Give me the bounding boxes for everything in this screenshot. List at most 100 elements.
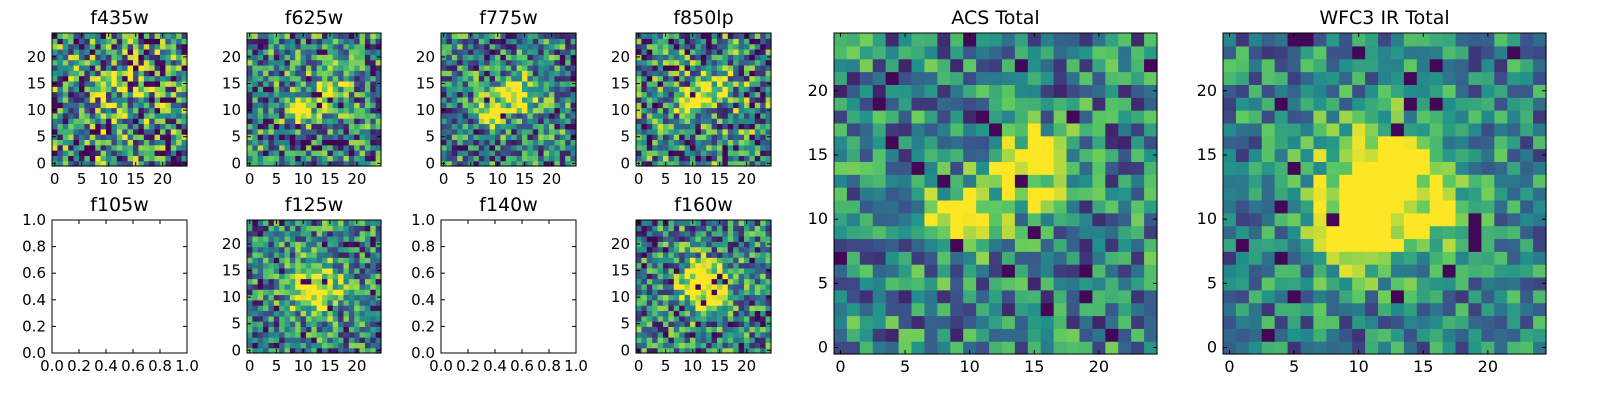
heatmap-cell [765, 70, 772, 77]
heatmap-cell [727, 342, 734, 349]
heatmap-cell [338, 262, 345, 269]
heatmap-cell [181, 144, 188, 151]
heatmap-cell [100, 128, 107, 135]
heatmap-cell [268, 241, 275, 248]
heatmap-cell [327, 337, 334, 343]
heatmap-cell [706, 347, 713, 354]
heatmap-cell [273, 273, 280, 280]
heatmap-cell [538, 123, 545, 130]
heatmap-cell [1144, 264, 1158, 278]
heatmap-cell [457, 64, 464, 71]
heatmap-cell [727, 230, 734, 237]
heatmap-cell [559, 139, 566, 146]
heatmap-cell [722, 283, 729, 290]
heatmap-cell [375, 123, 382, 130]
heatmap-cell [1079, 58, 1093, 73]
heatmap-cell [641, 80, 648, 87]
heatmap-cell [668, 294, 675, 301]
heatmap-cell [516, 139, 523, 146]
heatmap-cell [268, 139, 275, 146]
heatmap-cell [1144, 302, 1158, 317]
heatmap-cell [327, 257, 334, 264]
heatmap-cell [1442, 341, 1457, 355]
heatmap-cell [451, 155, 458, 162]
heatmap-cell [95, 86, 102, 93]
heatmap-cell [505, 70, 512, 77]
heatmap-cell [1001, 264, 1016, 278]
heatmap-cell [127, 33, 134, 39]
heatmap-cell [489, 112, 496, 119]
heatmap-cell [370, 230, 377, 237]
heatmap-cell [690, 305, 696, 312]
heatmap-cell [690, 294, 696, 301]
heatmap-cell [749, 75, 756, 82]
heatmap-cell [457, 112, 464, 119]
heatmap-cell [289, 150, 296, 156]
heatmap-cell [679, 91, 686, 98]
heatmap-cell [500, 48, 507, 55]
heatmap-cell [1339, 225, 1353, 240]
heatmap-cell [1131, 341, 1145, 355]
heatmap-cell [364, 59, 371, 66]
heatmap-cell [663, 139, 669, 146]
heatmap-cell [89, 70, 96, 77]
heatmap-cell [305, 257, 312, 264]
heatmap-cell [364, 278, 371, 285]
heatmap-cell [1066, 45, 1081, 60]
heatmap-cell [1442, 328, 1457, 342]
heatmap-cell [834, 264, 848, 278]
heatmap-cell [663, 321, 669, 327]
heatmap-cell [898, 212, 913, 227]
heatmap-cell [1455, 341, 1470, 355]
heatmap-cell [160, 59, 166, 66]
heatmap-cell [733, 96, 740, 103]
heatmap-cell [338, 38, 345, 45]
heatmap-cell [744, 241, 750, 248]
heatmap-cell [1079, 238, 1093, 252]
heatmap-cell [95, 118, 102, 125]
heatmap-cell [478, 160, 485, 167]
heatmap-cell [327, 278, 334, 285]
heatmap-cell [673, 48, 680, 55]
heatmap-cell [273, 225, 280, 232]
heatmap-cell [695, 75, 702, 82]
heatmap-cell [679, 80, 686, 87]
heatmap-cell [543, 54, 550, 61]
heatmap-cell [1520, 328, 1534, 342]
heatmap-cell [95, 107, 102, 114]
heatmap-cell [898, 58, 913, 73]
heatmap-cell [1339, 251, 1353, 265]
axes-frame-acs [833, 32, 1158, 355]
heatmap-cell [364, 144, 371, 151]
heatmap-cell [749, 38, 756, 45]
heatmap-cell [52, 112, 58, 119]
heatmap-cell [289, 220, 296, 226]
heatmap-cell [332, 321, 339, 327]
heatmap-cell [722, 251, 729, 258]
panel-title-f105w: f105w [90, 194, 149, 216]
heatmap-cell [327, 48, 334, 55]
heatmap-cell [1235, 199, 1250, 214]
heatmap-cell [305, 75, 312, 82]
heatmap-cell [305, 331, 312, 338]
heatmap-cell [451, 139, 458, 146]
heatmap-cell [279, 123, 286, 130]
heatmap-cell [652, 273, 659, 280]
heatmap-cell [289, 91, 296, 98]
heatmap-cell [679, 160, 686, 167]
heatmap-cell [1365, 328, 1379, 342]
heatmap-cell [727, 64, 734, 71]
heatmap-cell [263, 257, 270, 264]
heatmap-cell [165, 107, 172, 114]
heatmap-cell [565, 123, 572, 130]
heatmap-cell [268, 102, 275, 109]
heatmap-cell [257, 251, 264, 258]
heatmap-cell [73, 128, 80, 135]
heatmap-cell [711, 283, 718, 290]
heatmap-cell [322, 278, 328, 285]
heatmap-cell [289, 33, 296, 39]
heatmap-cell [170, 91, 177, 98]
heatmap-cell [749, 337, 756, 343]
heatmap-cell [359, 283, 366, 290]
